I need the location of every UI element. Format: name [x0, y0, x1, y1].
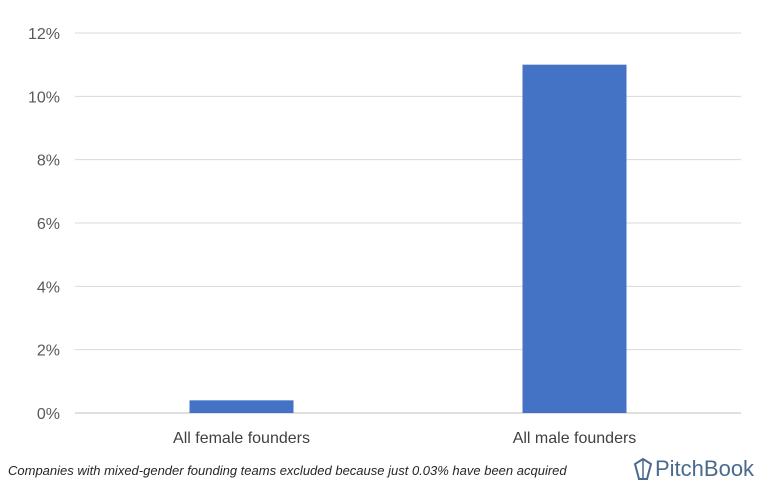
x-category-label: All male founders [513, 430, 637, 447]
bars [189, 64, 627, 414]
y-tick-label: 4% [37, 279, 60, 296]
x-axis-categories: All female founders All male founders [173, 430, 636, 447]
footnote: Companies with mixed-gender founding tea… [8, 463, 567, 478]
y-axis-ticks: 0% 2% 4% 6% 8% 10% 12% [28, 26, 60, 423]
y-tick-label: 8% [37, 153, 60, 170]
y-tick-label: 12% [28, 26, 60, 43]
y-tick-label: 10% [28, 89, 60, 106]
bar [522, 64, 627, 414]
gridlines [75, 32, 741, 414]
y-tick-label: 6% [37, 216, 60, 233]
bar-chart: 0%2%4%6%8%10%12% All female founders All … [28, 26, 741, 447]
y-tick-label: 0% [37, 406, 60, 423]
logo-text: PitchBook [655, 456, 755, 481]
x-category-label: All female founders [173, 430, 310, 447]
y-tick-label: 2% [37, 343, 60, 360]
pitchbook-logo: PitchBook [634, 456, 754, 482]
pitchbook-logo-icon [634, 458, 652, 480]
bar [189, 400, 294, 413]
